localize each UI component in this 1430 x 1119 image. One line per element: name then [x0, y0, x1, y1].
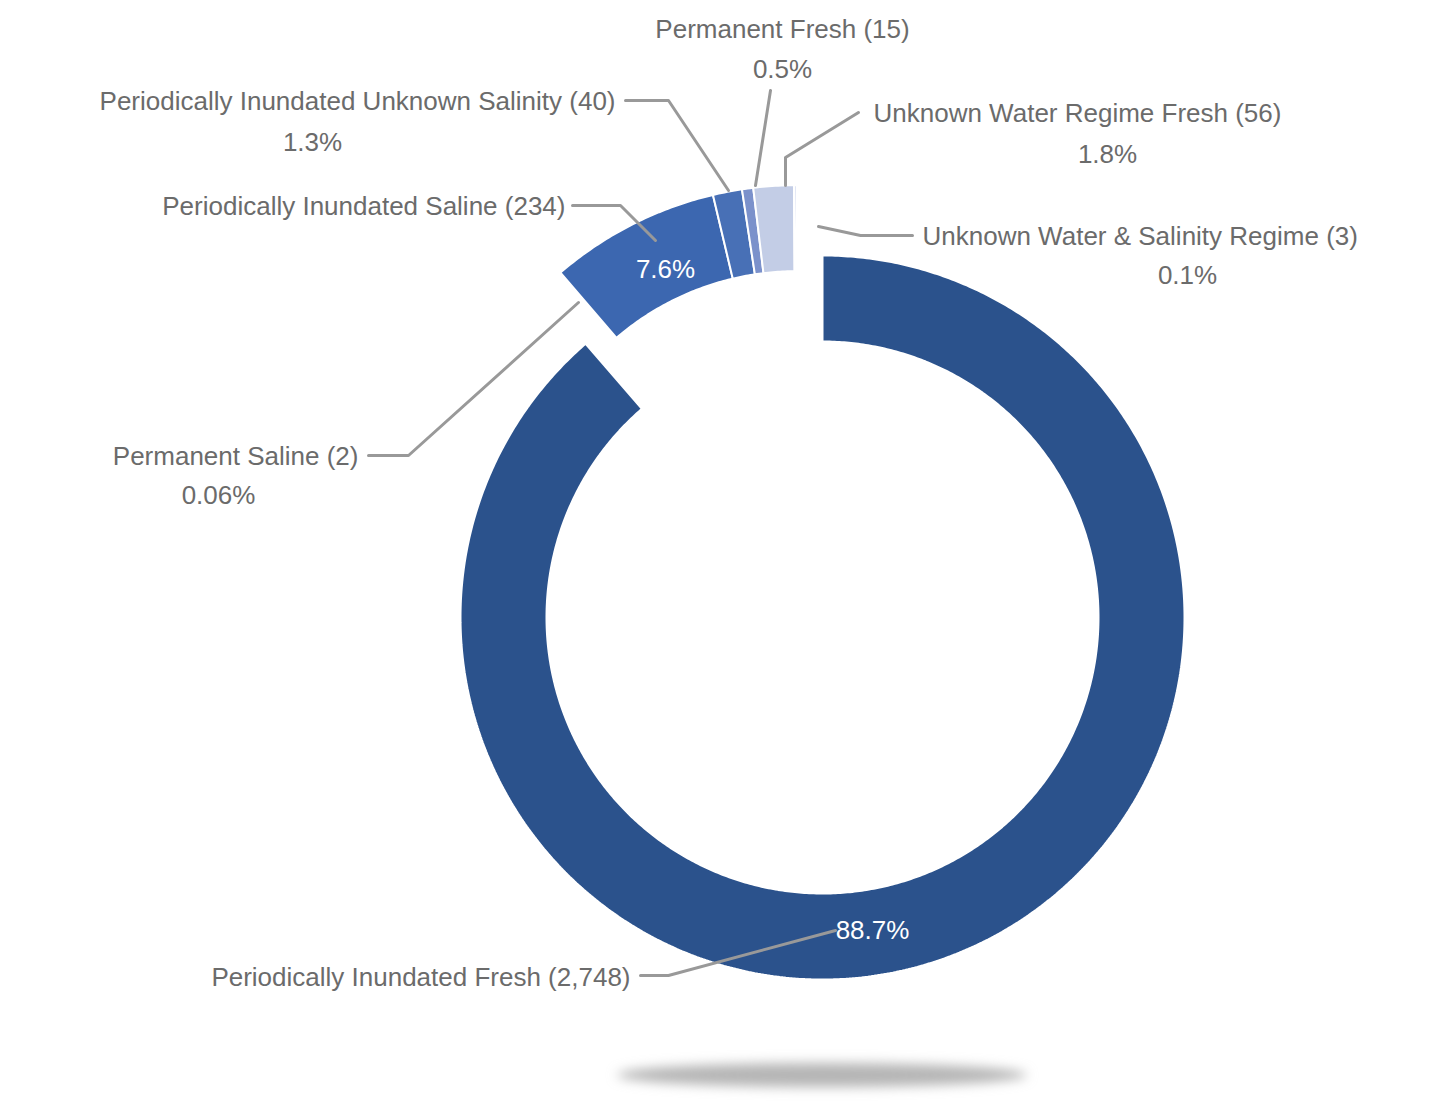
- svg-text:Periodically Inundated Unknown: Periodically Inundated Unknown Salinity …: [100, 86, 616, 116]
- svg-text:0.06%: 0.06%: [182, 480, 256, 510]
- svg-text:0.1%: 0.1%: [1158, 260, 1217, 290]
- svg-text:1.3%: 1.3%: [283, 127, 342, 157]
- svg-text:Unknown Water Regime Fresh (56: Unknown Water Regime Fresh (56): [874, 98, 1282, 128]
- svg-text:Permanent Saline (2): Permanent Saline (2): [113, 441, 359, 471]
- svg-text:Periodically Inundated Fresh (: Periodically Inundated Fresh (2,748): [211, 962, 630, 992]
- svg-text:7.6%: 7.6%: [636, 254, 695, 284]
- svg-text:0.5%: 0.5%: [753, 54, 812, 84]
- svg-text:1.8%: 1.8%: [1078, 139, 1137, 169]
- svg-text:88.7%: 88.7%: [836, 915, 910, 945]
- svg-text:Permanent Fresh (15): Permanent Fresh (15): [655, 14, 909, 44]
- svg-text:Periodically Inundated Saline: Periodically Inundated Saline (234): [162, 191, 565, 221]
- svg-text:Unknown Water & Salinity Regim: Unknown Water & Salinity Regime (3): [923, 221, 1358, 251]
